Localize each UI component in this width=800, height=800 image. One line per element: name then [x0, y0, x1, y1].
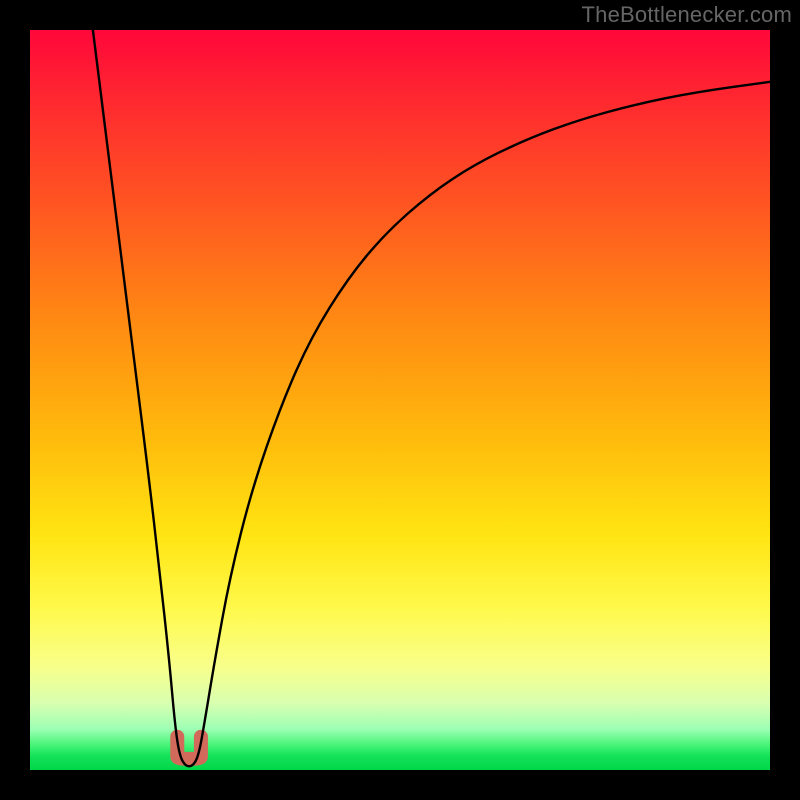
chart-container: TheBottlenecker.com [0, 0, 800, 800]
chart-plot-area [30, 30, 770, 770]
watermark-label: TheBottlenecker.com [582, 2, 792, 28]
bottleneck-curve-chart [0, 0, 800, 800]
